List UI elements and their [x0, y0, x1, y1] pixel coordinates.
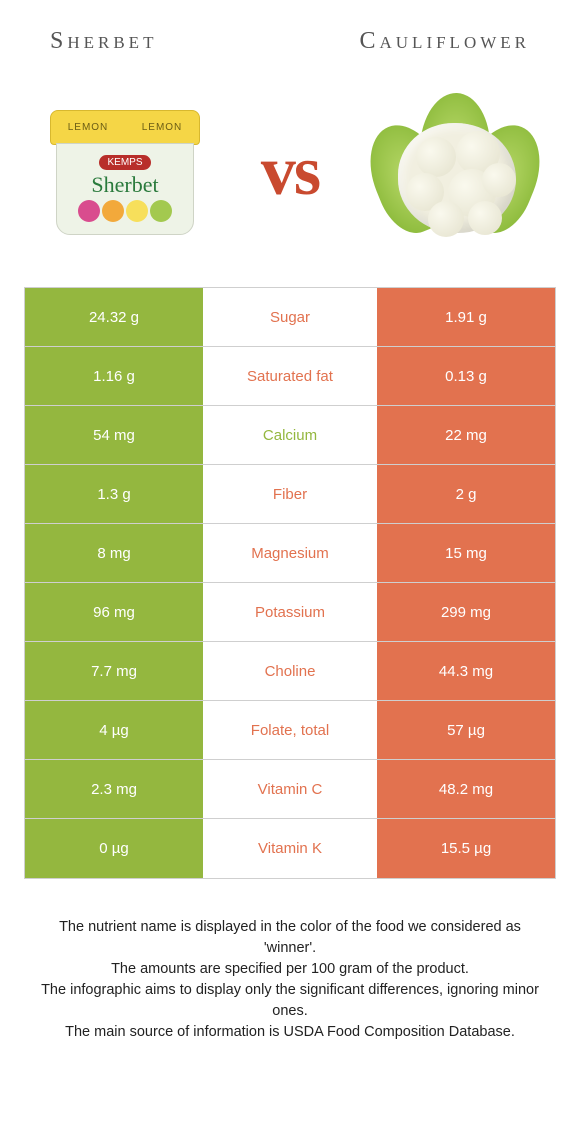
nutrient-label: Magnesium [203, 524, 377, 582]
left-title: Sherbet [50, 28, 157, 55]
left-value: 96 mg [25, 583, 203, 641]
right-value: 44.3 mg [377, 642, 555, 700]
lid-text-2: LEMON [142, 122, 183, 133]
left-value: 1.16 g [25, 347, 203, 405]
table-row: 4 µgFolate, total57 µg [25, 701, 555, 760]
left-value: 0 µg [25, 819, 203, 878]
table-row: 1.16 gSaturated fat0.13 g [25, 347, 555, 406]
nutrient-label: Fiber [203, 465, 377, 523]
right-value: 57 µg [377, 701, 555, 759]
comparison-table: 24.32 gSugar1.91 g1.16 gSaturated fat0.1… [24, 287, 556, 879]
fruit-icon [126, 200, 148, 222]
nutrient-label: Sugar [203, 288, 377, 346]
table-row: 54 mgCalcium22 mg [25, 406, 555, 465]
table-row: 0 µgVitamin K15.5 µg [25, 819, 555, 878]
left-value: 7.7 mg [25, 642, 203, 700]
left-value: 4 µg [25, 701, 203, 759]
fruit-icon [150, 200, 172, 222]
nutrient-label: Vitamin K [203, 819, 377, 878]
footnote-line: The nutrient name is displayed in the co… [36, 917, 544, 959]
sherbet-brand: KEMPS [99, 155, 150, 170]
cauliflower-icon [370, 95, 540, 250]
right-title: Cauliflower [360, 28, 531, 55]
vs-label: vs [261, 132, 319, 212]
nutrient-label: Saturated fat [203, 347, 377, 405]
title-row: Sherbet Cauliflower [0, 0, 580, 77]
right-value: 1.91 g [377, 288, 555, 346]
footnote-line: The infographic aims to display only the… [36, 980, 544, 1022]
left-image: LEMON LEMON KEMPS Sherbet [40, 87, 210, 257]
nutrient-label: Calcium [203, 406, 377, 464]
right-value: 2 g [377, 465, 555, 523]
footnote-line: The amounts are specified per 100 gram o… [36, 959, 544, 980]
right-value: 0.13 g [377, 347, 555, 405]
left-value: 1.3 g [25, 465, 203, 523]
table-row: 96 mgPotassium299 mg [25, 583, 555, 642]
left-value: 2.3 mg [25, 760, 203, 818]
sherbet-script: Sherbet [91, 172, 158, 198]
right-value: 15 mg [377, 524, 555, 582]
nutrient-label: Potassium [203, 583, 377, 641]
fruit-icon [78, 200, 100, 222]
left-value: 54 mg [25, 406, 203, 464]
right-value: 15.5 µg [377, 819, 555, 878]
sherbet-tub-icon: LEMON LEMON KEMPS Sherbet [50, 110, 200, 235]
right-value: 299 mg [377, 583, 555, 641]
nutrient-label: Folate, total [203, 701, 377, 759]
nutrient-label: Vitamin C [203, 760, 377, 818]
table-row: 7.7 mgCholine44.3 mg [25, 642, 555, 701]
table-row: 8 mgMagnesium15 mg [25, 524, 555, 583]
fruit-icon [102, 200, 124, 222]
images-row: LEMON LEMON KEMPS Sherbet vs [0, 77, 580, 287]
lid-text-1: LEMON [68, 122, 109, 133]
footnote-line: The main source of information is USDA F… [36, 1022, 544, 1043]
table-row: 2.3 mgVitamin C48.2 mg [25, 760, 555, 819]
right-image [370, 87, 540, 257]
table-row: 1.3 gFiber2 g [25, 465, 555, 524]
footnotes: The nutrient name is displayed in the co… [0, 879, 580, 1043]
nutrient-label: Choline [203, 642, 377, 700]
right-value: 48.2 mg [377, 760, 555, 818]
table-row: 24.32 gSugar1.91 g [25, 288, 555, 347]
right-value: 22 mg [377, 406, 555, 464]
left-value: 8 mg [25, 524, 203, 582]
left-value: 24.32 g [25, 288, 203, 346]
